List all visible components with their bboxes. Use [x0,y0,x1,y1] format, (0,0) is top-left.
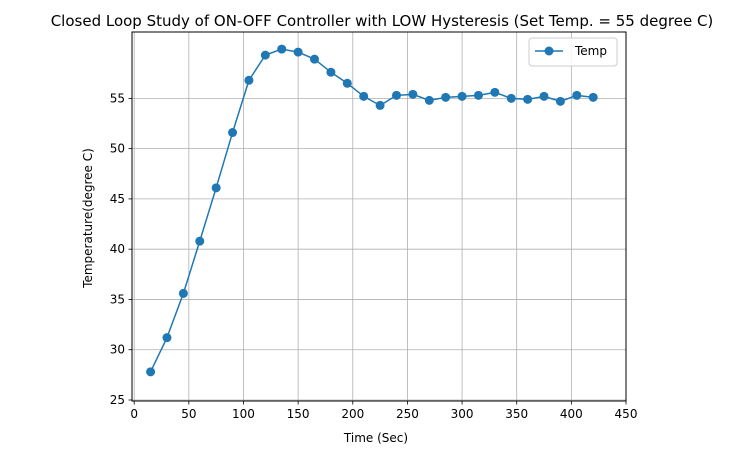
data-point [588,92,598,102]
legend: Temp [528,37,618,67]
y-tick-label: 35 [110,292,125,306]
y-axis-label: Temperature(degree C) [81,148,95,289]
x-tick-label: 150 [287,407,310,421]
data-point [539,91,549,101]
data-point [523,94,533,104]
y-tick-label: 50 [110,142,125,156]
plot-area [146,44,598,377]
data-point [293,47,303,57]
x-tick-label: 250 [396,407,419,421]
x-tick-label: 350 [505,407,528,421]
x-tick-label: 450 [615,407,638,421]
data-point [473,90,483,100]
data-point [260,50,270,60]
x-tick-label: 400 [560,407,583,421]
data-point [244,75,254,85]
grid-lines [132,32,627,401]
x-tick-label: 100 [232,407,255,421]
data-point [457,91,467,101]
x-axis-ticks: 0 50 100 150 200 250 300 350 400 450 [130,401,637,421]
y-axis-ticks: 25 30 35 40 45 50 55 [110,91,132,407]
axes-frame [131,31,627,402]
y-tick-label: 40 [110,242,125,256]
chart-title: Closed Loop Study of ON-OFF Controller w… [51,12,714,30]
data-point [391,90,401,100]
data-point [555,96,565,106]
data-point [408,89,418,99]
legend-box [528,37,618,67]
y-tick-label: 45 [110,192,125,206]
legend-marker [544,46,554,56]
data-point [359,91,369,101]
data-point [211,183,221,193]
data-point [310,54,320,64]
data-point [342,78,352,88]
data-point [162,333,172,343]
data-point [277,44,287,54]
data-point [146,367,156,377]
y-tick-label: 25 [110,393,125,407]
data-point [326,67,336,77]
x-tick-label: 50 [181,407,196,421]
series-line-temp [149,48,594,373]
data-point [195,236,205,246]
data-point [441,92,451,102]
data-point [506,93,516,103]
x-tick-label: 200 [341,407,364,421]
data-point [178,288,188,298]
x-axis-label: Time (Sec) [343,431,408,445]
data-point [375,100,385,110]
x-tick-label: 0 [130,407,138,421]
data-point [424,95,434,105]
data-point [572,90,582,100]
y-tick-label: 55 [110,91,125,105]
data-point [490,87,500,97]
y-tick-label: 30 [110,343,125,357]
legend-label: Temp [574,44,607,58]
data-point [228,128,238,138]
x-tick-label: 300 [451,407,474,421]
